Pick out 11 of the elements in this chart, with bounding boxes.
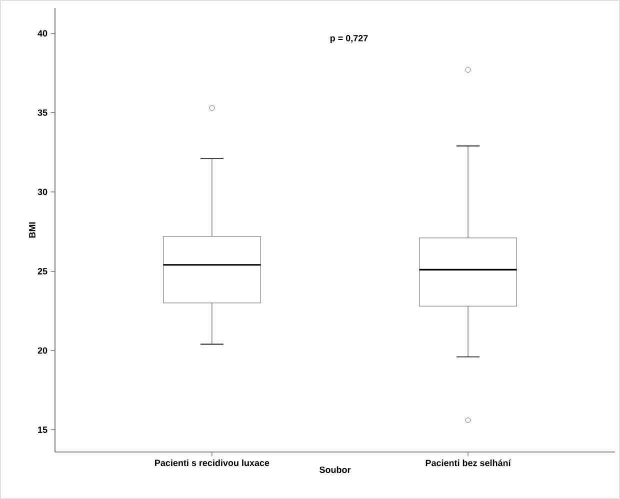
- x-tick-label: Pacienti bez selhání: [426, 459, 512, 466]
- x-axis-title: Soubor: [320, 466, 351, 473]
- y-tick-label: 20: [38, 347, 48, 354]
- x-tick-label: Pacienti s recidivou luxace: [155, 459, 270, 466]
- y-tick-label: 25: [38, 268, 48, 274]
- annotation: p = 0,727: [330, 35, 368, 44]
- y-tick-label: 30: [38, 188, 48, 196]
- y-tick-label: 40: [38, 30, 48, 37]
- y-axis-title: BMI: [29, 222, 36, 238]
- y-tick-label: 15: [38, 426, 48, 433]
- y-tick-label: 35: [38, 109, 48, 116]
